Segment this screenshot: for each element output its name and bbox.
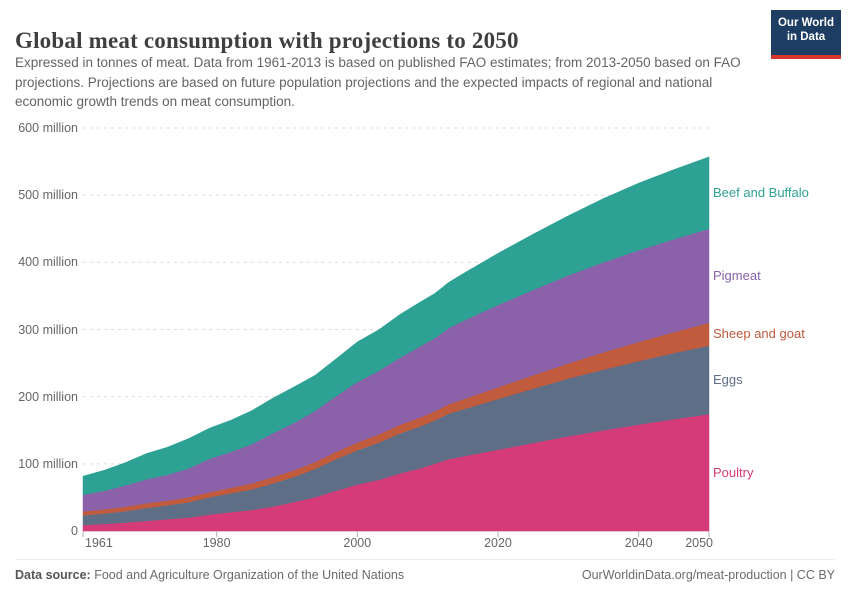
chart-title: Global meat consumption with projections… <box>15 28 519 54</box>
y-tick-label-400: 400 million <box>18 255 78 270</box>
data-source-text: Data source: Food and Agriculture Organi… <box>15 568 404 582</box>
owid-logo-line1: Our World <box>777 17 834 29</box>
series-label-pigmeat[interactable]: Pigmeat <box>713 267 761 283</box>
chart-subtitle: Expressed in tonnes of meat. Data from 1… <box>15 55 741 109</box>
x-tick-label-2020: 2020 <box>484 536 512 550</box>
y-tick-label-500: 500 million <box>18 188 78 203</box>
series-label-beef-and-buffalo[interactable]: Beef and Buffalo <box>713 184 809 200</box>
series-label-eggs[interactable]: Eggs <box>713 371 743 387</box>
y-tick-label-200: 200 million <box>18 389 78 404</box>
x-tick-label-2050: 2050 <box>685 536 713 550</box>
owid-logo[interactable]: Our World in Data <box>771 10 841 59</box>
chart-footer: Data source: Food and Agriculture Organi… <box>15 559 835 582</box>
owid-logo-line2: in Data <box>786 31 826 43</box>
y-tick-label-300: 300 million <box>18 322 78 337</box>
y-tick-label-0: 0 <box>71 524 78 538</box>
area-beef-and-buffalo[interactable] <box>82 156 710 496</box>
owid-link[interactable]: OurWorldinData.org/meat-production | CC … <box>581 568 835 582</box>
series-label-sheep-and-goat[interactable]: Sheep and goat <box>713 326 805 342</box>
x-tick-label-2040: 2040 <box>624 536 653 550</box>
x-axis-ticks <box>82 531 710 537</box>
series-label-poultry[interactable]: Poultry <box>713 464 754 480</box>
y-tick-label-100: 100 million <box>18 456 78 471</box>
y-tick-label-600: 600 million <box>18 121 78 135</box>
x-tick-label-2000: 2000 <box>343 536 372 550</box>
x-tick-label-1961: 1961 <box>85 536 113 550</box>
x-tick-label-1980: 1980 <box>202 536 231 550</box>
data-source-value: Food and Agriculture Organization of the… <box>90 568 405 582</box>
stacked-areas[interactable] <box>82 156 710 532</box>
data-source-label: Data source: <box>15 568 91 582</box>
